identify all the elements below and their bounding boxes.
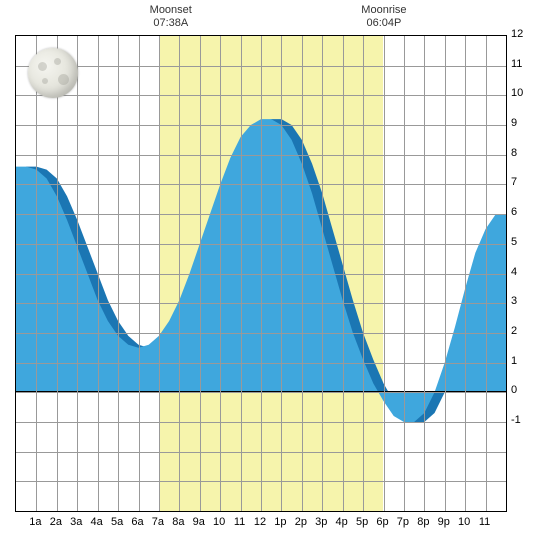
- x-tick-label: 7a: [148, 516, 168, 528]
- x-tick-label: 8a: [168, 516, 188, 528]
- x-tick-label: 11: [475, 516, 495, 528]
- plot-area: [15, 35, 507, 512]
- x-tick-label: 1p: [270, 516, 290, 528]
- grid-h: [16, 155, 506, 156]
- grid-h: [16, 214, 506, 215]
- moonrise-time: 06:04P: [366, 17, 401, 29]
- moon-icon: [28, 48, 78, 98]
- grid-h: [16, 422, 506, 423]
- grid-h: [16, 125, 506, 126]
- x-tick-label: 10: [209, 516, 229, 528]
- x-tick-label: 9p: [434, 516, 454, 528]
- grid-h: [16, 303, 506, 304]
- y-tick-label: 10: [511, 87, 531, 99]
- y-tick-label: 5: [511, 236, 531, 248]
- y-tick-label: 7: [511, 176, 531, 188]
- x-tick-label: 5a: [107, 516, 127, 528]
- x-tick-label: 7p: [393, 516, 413, 528]
- y-tick-label: 3: [511, 295, 531, 307]
- x-tick-label: 2a: [46, 516, 66, 528]
- moonset-label: Moonset 07:38A: [131, 4, 211, 30]
- x-tick-label: 8p: [413, 516, 433, 528]
- x-tick-label: 5p: [352, 516, 372, 528]
- grid-h: [16, 452, 506, 453]
- x-tick-label: 3a: [66, 516, 86, 528]
- y-tick-label: 12: [511, 28, 531, 40]
- x-tick-label: 6a: [128, 516, 148, 528]
- y-tick-label: 9: [511, 117, 531, 129]
- x-tick-label: 2p: [291, 516, 311, 528]
- grid-h: [16, 184, 506, 185]
- y-tick-label: 8: [511, 147, 531, 159]
- grid-h: [16, 392, 506, 393]
- grid-h: [16, 244, 506, 245]
- y-tick-label: -1: [511, 414, 531, 426]
- moonrise-title: Moonrise: [361, 4, 406, 16]
- x-tick-label: 12: [250, 516, 270, 528]
- tide-chart: Moonset 07:38A Moonrise 06:04P -10123456…: [0, 0, 550, 550]
- y-tick-label: 2: [511, 325, 531, 337]
- y-tick-label: 4: [511, 266, 531, 278]
- moonset-time: 07:38A: [153, 17, 188, 29]
- x-tick-label: 11: [230, 516, 250, 528]
- grid-h: [16, 333, 506, 334]
- y-tick-label: 1: [511, 355, 531, 367]
- x-tick-label: 4a: [87, 516, 107, 528]
- x-tick-label: 3p: [311, 516, 331, 528]
- y-tick-label: 0: [511, 384, 531, 396]
- x-tick-label: 9a: [189, 516, 209, 528]
- x-tick-label: 4p: [332, 516, 352, 528]
- grid-h: [16, 95, 506, 96]
- y-tick-label: 11: [511, 58, 531, 70]
- x-tick-label: 10: [454, 516, 474, 528]
- grid-h: [16, 363, 506, 364]
- moonrise-label: Moonrise 06:04P: [344, 4, 424, 30]
- moonset-title: Moonset: [150, 4, 192, 16]
- x-tick-label: 6p: [373, 516, 393, 528]
- x-tick-label: 1a: [25, 516, 45, 528]
- y-tick-label: 6: [511, 206, 531, 218]
- grid-h: [16, 481, 506, 482]
- grid-h: [16, 66, 506, 67]
- grid-h: [16, 274, 506, 275]
